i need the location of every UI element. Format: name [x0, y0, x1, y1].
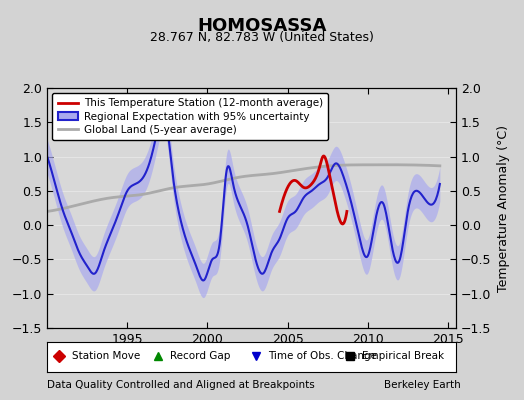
- Legend: This Temperature Station (12-month average), Regional Expectation with 95% uncer: This Temperature Station (12-month avera…: [52, 93, 328, 140]
- Text: Station Move: Station Move: [72, 351, 140, 362]
- Text: Data Quality Controlled and Aligned at Breakpoints: Data Quality Controlled and Aligned at B…: [47, 380, 315, 390]
- Text: Time of Obs. Change: Time of Obs. Change: [268, 351, 377, 362]
- Text: Record Gap: Record Gap: [170, 351, 230, 362]
- Text: 28.767 N, 82.783 W (United States): 28.767 N, 82.783 W (United States): [150, 32, 374, 44]
- Text: Berkeley Earth: Berkeley Earth: [385, 380, 461, 390]
- Text: HOMOSASSA: HOMOSASSA: [198, 17, 326, 35]
- Y-axis label: Temperature Anomaly (°C): Temperature Anomaly (°C): [497, 124, 510, 292]
- Text: Empirical Break: Empirical Break: [362, 351, 444, 362]
